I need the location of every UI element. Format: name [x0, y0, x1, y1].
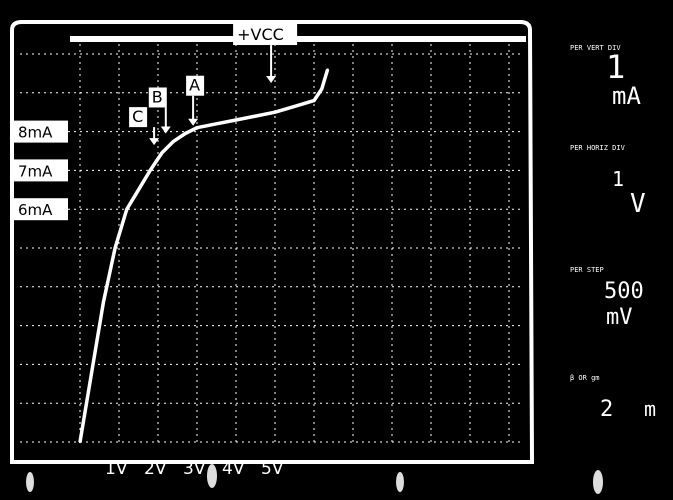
top-bar: [70, 36, 526, 42]
screw-left: [26, 472, 34, 492]
step-unit: mV: [606, 305, 633, 330]
extra-unit: m: [644, 397, 656, 421]
data-point: [184, 132, 187, 135]
annotation-box: [233, 21, 298, 46]
horiz-per-div-value: 1: [612, 167, 624, 191]
x-tick-label: 4V: [222, 459, 245, 479]
annotation-arrow-head: [160, 126, 171, 134]
annotation-label: B: [152, 87, 163, 106]
vert-caption: PER VERT DIV: [570, 44, 621, 52]
data-point: [234, 118, 238, 122]
data-point: [215, 122, 218, 126]
data-point: [254, 114, 257, 118]
y-tick-label: 8mA: [18, 124, 53, 142]
x-tick-labels: 1V 2V 3V 4V 5V: [105, 459, 284, 479]
horiz-caption: PER HORIZ DIV: [570, 144, 626, 152]
data-point: [312, 99, 316, 102]
screen-border: [10, 20, 535, 464]
data-point: [160, 151, 164, 155]
screw-right: [593, 470, 603, 494]
x-tick-label: 5V: [261, 459, 284, 479]
annotation-label: A: [189, 76, 200, 95]
x-tick-label: 1V: [105, 459, 128, 479]
data-point: [90, 370, 93, 374]
annotation-arrow-head: [149, 138, 160, 146]
y-tick-label-box: [14, 159, 68, 182]
data-point: [172, 140, 175, 143]
y-tick-label-box: [14, 198, 68, 221]
data-point: [125, 208, 128, 211]
step-caption: PER STEP: [570, 266, 604, 274]
annotation-label: C: [132, 107, 143, 126]
y-tick-label: 6mA: [18, 201, 53, 219]
data-point: [293, 105, 296, 108]
extra-value: 2: [600, 397, 613, 422]
annotation-box: [186, 75, 205, 96]
y-tick-label-box: [14, 120, 68, 143]
screw-mid-left: [207, 464, 217, 488]
annotation-box: [148, 87, 167, 108]
step-value: 500: [604, 279, 644, 304]
horiz-per-div-unit: V: [630, 189, 646, 219]
annotation-arrow-head: [188, 118, 199, 126]
annotation-label: +VCC: [237, 25, 284, 44]
data-point: [113, 246, 117, 250]
data-point: [320, 87, 323, 91]
data-point: [149, 169, 152, 172]
y-tick-labels: 8mA 7mA 6mA: [14, 120, 68, 221]
extra-caption: β OR gm: [570, 374, 600, 382]
x-tick-label: 2V: [144, 459, 167, 479]
data-point: [137, 188, 140, 191]
x-tick-label: 3V: [183, 459, 206, 479]
annotation-arrow-head: [266, 76, 277, 84]
annotations: A BC +VCC: [129, 21, 298, 146]
annotation-box: [129, 107, 148, 128]
data-point: [326, 68, 329, 71]
vert-per-div-unit: mA: [612, 82, 641, 110]
settings-panel: PER VERT DIV 1 mA PER HORIZ DIV 1 V PER …: [570, 44, 656, 422]
y-tick-label: 7mA: [18, 162, 53, 180]
data-point: [195, 126, 199, 129]
grid: [20, 44, 520, 443]
data-point: [78, 440, 82, 444]
data-point: [273, 111, 277, 114]
vert-per-div-value: 1: [606, 48, 625, 86]
data-points: [78, 68, 329, 444]
data-point: [102, 301, 105, 304]
screw-mid-right: [396, 472, 404, 492]
